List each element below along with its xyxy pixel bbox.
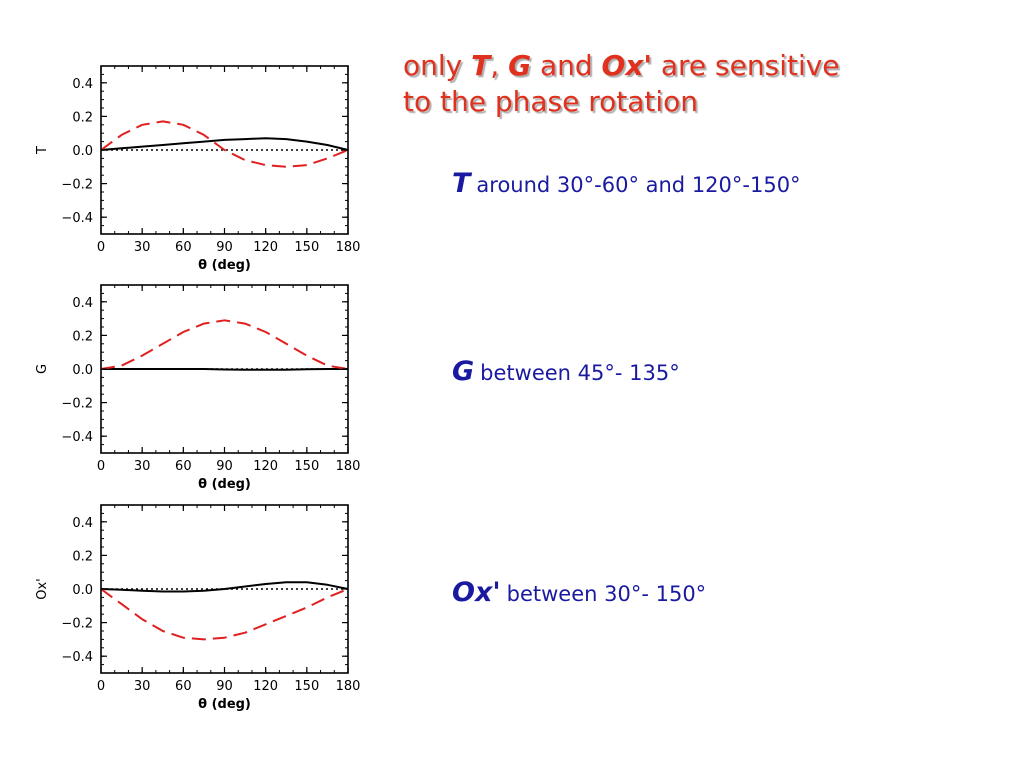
x-tick-label: 120 [253, 679, 278, 694]
chart-3: 0 30 60 90 120 150 180 −0.4 −0.2 0.0 0.2 0.4 θ (deg)… [35, 504, 361, 712]
y-tick-label: −0.2 [61, 617, 93, 632]
x-tick-label: 150 [294, 240, 319, 255]
y-axis-label: T [35, 146, 50, 155]
series-line-dashed [100, 319, 349, 370]
note-t-symbol: T [452, 168, 471, 199]
x-axis-label: θ (deg) [198, 697, 251, 712]
x-tick-label: 90 [216, 459, 233, 474]
title-text-only: only [403, 49, 472, 82]
title-line-1: only T, G and Ox' are sensitive [403, 48, 840, 84]
note-ox-text: between 30°- 150° [506, 582, 707, 606]
title-text-and: and [531, 49, 602, 82]
x-tick-label: 90 [216, 240, 233, 255]
y-tick-label: −0.4 [61, 211, 93, 226]
note-ox: Ox' between 30°- 150° [452, 577, 706, 608]
x-tick-label: 0 [97, 240, 105, 255]
series-line-dashed [100, 120, 349, 168]
series-line-solid [100, 581, 349, 593]
y-tick-label: 0.2 [72, 110, 93, 125]
y-axis-label: G [35, 364, 50, 374]
title-symbol-g: G [508, 49, 532, 82]
x-tick-label: 150 [294, 459, 319, 474]
x-tick-label: 150 [294, 679, 319, 694]
x-tick-label: 60 [175, 679, 192, 694]
y-tick-label: 0.0 [72, 363, 93, 378]
title-symbol-t: T [471, 49, 491, 82]
chart-1: 0 30 60 90 120 150 180 −0.4 −0.2 0.0 0.2 0.4 θ (deg)… [35, 65, 361, 273]
note-t-text: around 30°-60° and 120°-150° [476, 173, 801, 197]
title-text-sensitive: are sensitive [651, 49, 840, 82]
title-comma: , [490, 49, 509, 82]
y-tick-label: −0.2 [61, 397, 93, 412]
x-tick-label: 180 [336, 240, 361, 255]
x-tick-label: 120 [253, 459, 278, 474]
title-line-2: to the phase rotation [403, 85, 699, 118]
x-tick-label: 30 [134, 240, 151, 255]
x-tick-label: 0 [97, 459, 105, 474]
x-axis-label: θ (deg) [198, 477, 251, 492]
x-axis-label: θ (deg) [198, 258, 251, 273]
y-tick-label: 0.0 [72, 583, 93, 598]
x-tick-label: 30 [134, 679, 151, 694]
x-tick-label: 30 [134, 459, 151, 474]
x-tick-label: 120 [253, 240, 278, 255]
x-tick-label: 0 [97, 679, 105, 694]
x-tick-label: 180 [336, 679, 361, 694]
y-tick-label: 0.4 [72, 77, 93, 92]
y-tick-label: −0.2 [61, 178, 93, 193]
y-tick-label: −0.4 [61, 650, 93, 665]
y-tick-label: 0.0 [72, 144, 93, 159]
slide-title: only T, G and Ox' are sensitive to the p… [403, 48, 840, 120]
note-g-symbol: G [452, 356, 475, 387]
y-tick-label: 0.2 [72, 329, 93, 344]
series-line-dashed [100, 588, 349, 641]
title-symbol-ox: Ox' [601, 49, 652, 82]
series-line-solid [101, 368, 348, 371]
series-line-solid [100, 137, 349, 151]
x-tick-label: 90 [216, 679, 233, 694]
x-tick-label: 60 [175, 459, 192, 474]
x-tick-label: 180 [336, 459, 361, 474]
y-tick-label: −0.4 [61, 430, 93, 445]
note-g-text: between 45°- 135° [480, 361, 680, 385]
y-tick-label: 0.4 [72, 296, 93, 311]
y-axis-label: Ox' [35, 578, 50, 600]
y-tick-label: 0.4 [72, 516, 93, 531]
x-tick-label: 60 [175, 240, 192, 255]
note-ox-symbol: Ox' [452, 577, 501, 608]
y-tick-label: 0.2 [72, 549, 93, 564]
chart-2: 0 30 60 90 120 150 180 −0.4 −0.2 0.0 0.2 0.4 θ (deg)… [35, 284, 361, 492]
